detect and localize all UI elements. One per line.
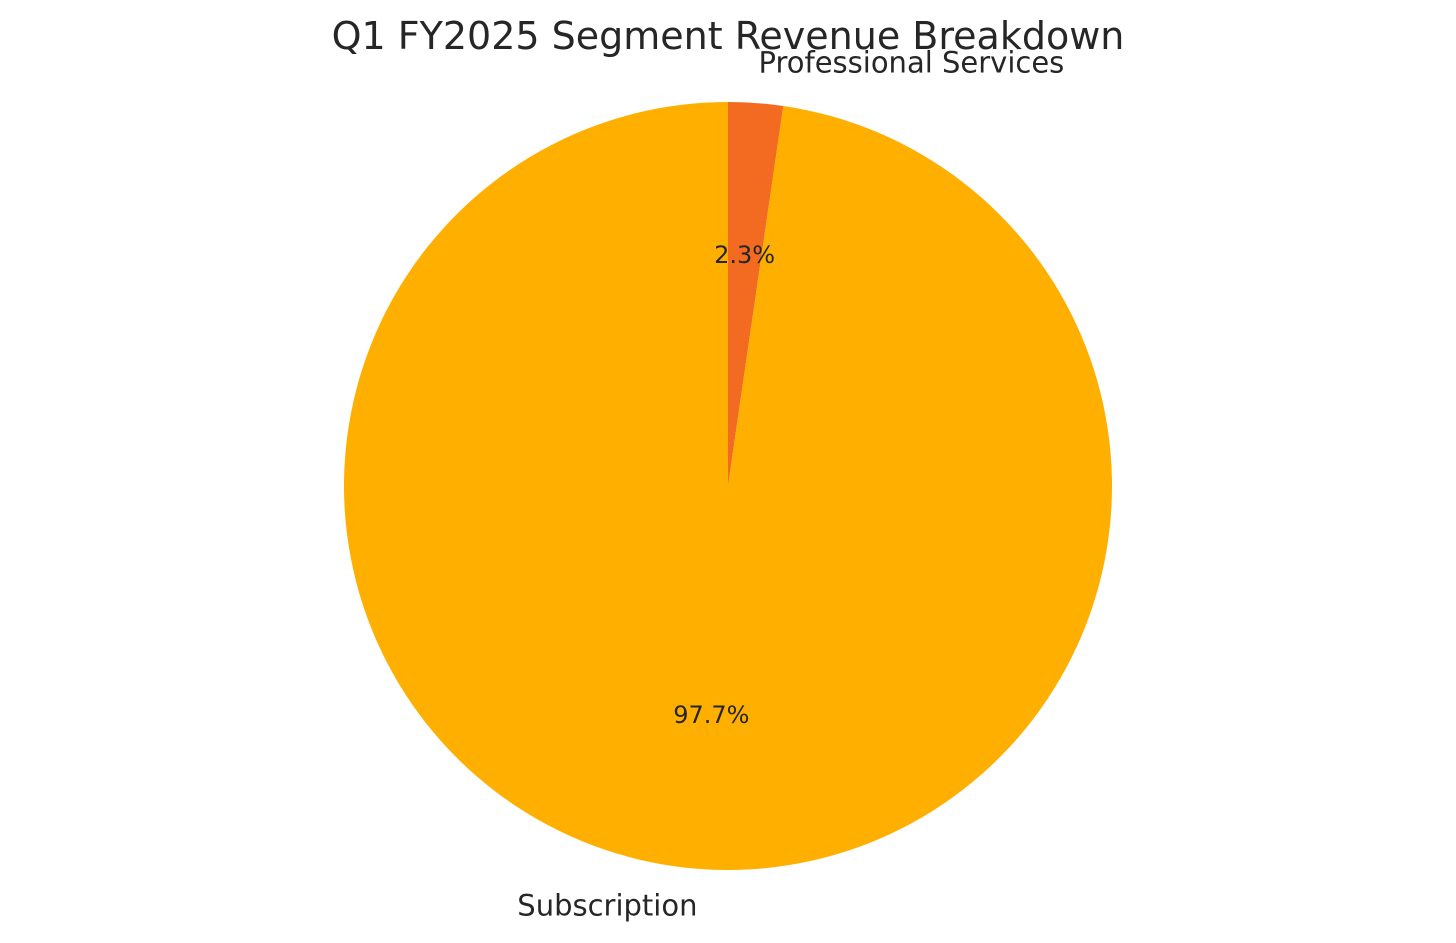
pie-slices [344, 102, 1112, 870]
chart-title: Q1 FY2025 Segment Revenue Breakdown [332, 14, 1125, 58]
slice-label-subscription: Subscription [517, 888, 697, 922]
pie-slice-professional-services [728, 102, 784, 486]
pct-label-professional-services: 2.3% [714, 241, 775, 269]
pct-label-subscription: 97.7% [673, 701, 749, 729]
pie-labels: Professional Services 2.3% Subscription 97.… [517, 46, 1064, 923]
slice-label-professional-services: Professional Services [758, 46, 1064, 80]
pie-slice-subscription [344, 102, 1112, 870]
